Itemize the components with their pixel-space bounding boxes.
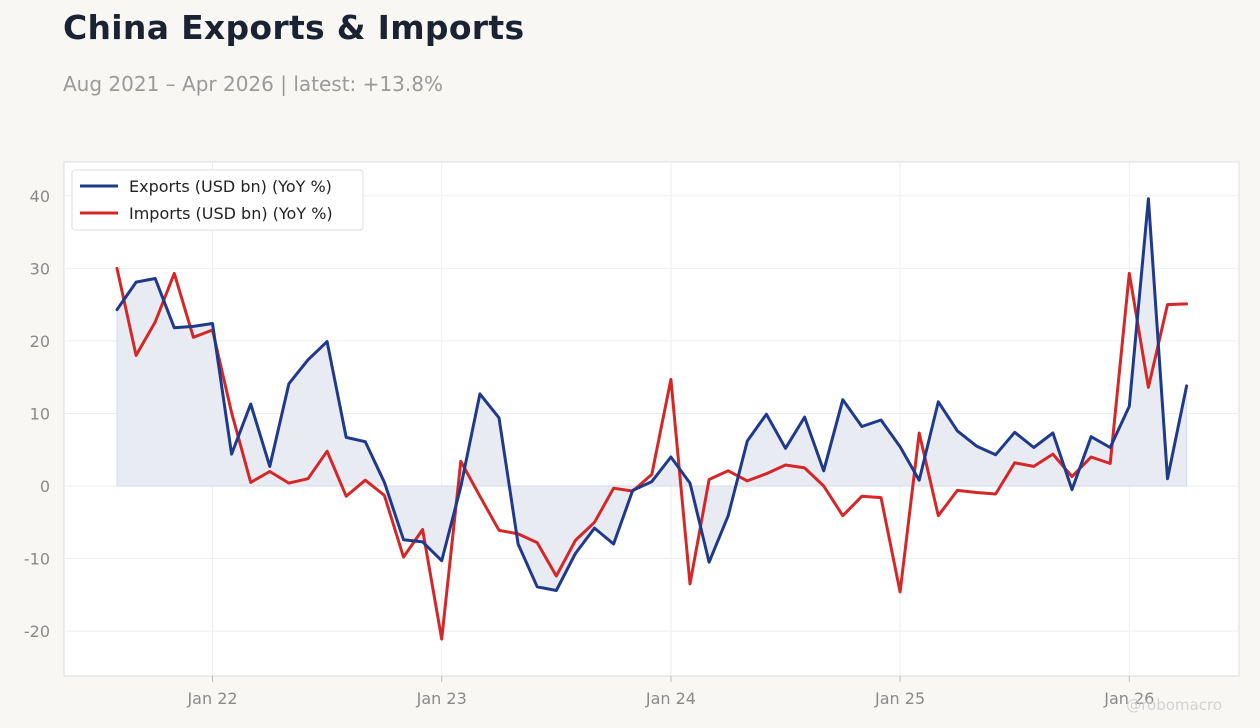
y-tick-label: -10	[24, 550, 50, 569]
legend-label-exports: Exports (USD bn) (YoY %)	[129, 177, 332, 196]
legend-label-imports: Imports (USD bn) (YoY %)	[129, 204, 333, 223]
x-tick-label: Jan 25	[874, 689, 925, 708]
legend: Exports (USD bn) (YoY %) Imports (USD bn)…	[71, 169, 364, 231]
chart-subtitle: Aug 2021 – Apr 2026 | latest: +13.8%	[63, 72, 443, 96]
x-tick-label: Jan 24	[645, 689, 696, 708]
y-tick-label: 10	[30, 404, 50, 423]
plot-area	[63, 161, 1240, 677]
y-tick-label: 30	[30, 259, 50, 278]
chart-title: China Exports & Imports	[63, 8, 525, 47]
x-tick-label: Jan 22	[186, 689, 237, 708]
x-tick-label: Jan 23	[416, 689, 467, 708]
watermark: @robomacro	[1126, 696, 1222, 714]
y-tick-label: 0	[40, 477, 50, 496]
exports-line	[115, 197, 1189, 592]
legend-box	[71, 169, 364, 231]
x-tick-label: Jan 26	[1103, 689, 1154, 708]
imports-line	[115, 266, 1189, 641]
y-tick-label: -20	[24, 622, 50, 641]
y-tick-label: 20	[30, 332, 50, 351]
y-tick-label: 40	[30, 187, 50, 206]
